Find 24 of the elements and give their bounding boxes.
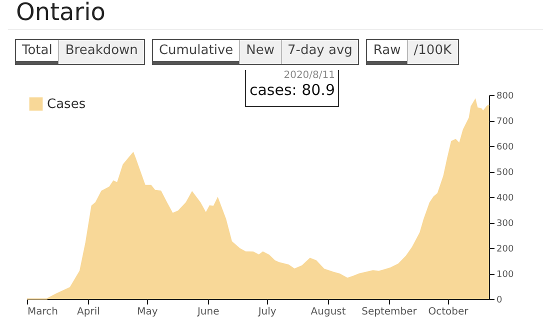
y-tick-label: 700 — [496, 117, 514, 127]
legend-label: Cases — [47, 97, 86, 112]
y-tick-label: 100 — [496, 270, 514, 280]
x-tick-label: October — [428, 306, 470, 318]
x-tick-label: July — [257, 306, 276, 318]
y-tick-label: 600 — [496, 142, 514, 152]
x-tick-label: May — [137, 306, 158, 318]
y-tick-label: 400 — [496, 194, 514, 204]
tooltip-box: 2020/8/11 cases: 80.9 — [245, 70, 339, 107]
chart-title: Ontario — [16, 0, 106, 26]
x-tick-label: March — [28, 306, 58, 318]
y-tick-label: 300 — [496, 219, 514, 229]
y-tick-label: 200 — [496, 244, 514, 254]
x-tick-label: June — [196, 306, 220, 318]
y-tick-label: 500 — [496, 168, 514, 178]
x-tick-label: August — [310, 306, 346, 318]
y-tick-label: 0 — [496, 296, 502, 306]
annotation: cases: 80.9 — [248, 81, 336, 99]
button-group: Cumulative New 7-day avg — [152, 39, 360, 65]
x-tick-label: April — [77, 306, 100, 318]
y-tick-label: 800 — [496, 92, 514, 102]
button-group: Total Breakdown — [15, 39, 145, 65]
x-tick-label: September — [362, 306, 418, 318]
button-group: Raw /100K — [366, 39, 458, 65]
